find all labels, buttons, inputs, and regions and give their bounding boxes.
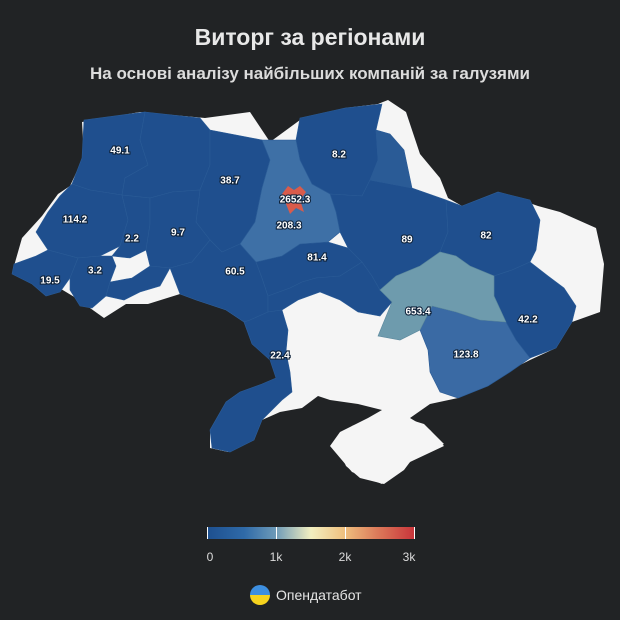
region-value-luhansk: 42.2 bbox=[518, 315, 538, 326]
color-scale-bar bbox=[207, 527, 415, 539]
region-value-zakarpattia: 19.5 bbox=[40, 276, 60, 287]
region-value-zaporizhzhia: 123.8 bbox=[453, 350, 478, 361]
region-crimea bbox=[338, 416, 444, 484]
region-value-odesa: 22.4 bbox=[270, 351, 290, 362]
color-scale-legend: 0 1k 2k 3k bbox=[207, 527, 415, 564]
brand: Опендатабот bbox=[250, 585, 362, 605]
region-value-khmelnytskyi: 9.7 bbox=[171, 228, 185, 239]
region-dnipropetrovsk bbox=[377, 251, 507, 341]
region-kyiv-city bbox=[282, 186, 306, 214]
legend-tick bbox=[276, 527, 277, 539]
region-chernivtsi bbox=[105, 265, 171, 301]
region-value-dnipropetrovsk: 653.4 bbox=[405, 307, 430, 318]
region-value-labels: 49.1 38.7 8.2 2652.3 208.3 114.2 2.2 9.7 89 82 19.… bbox=[39, 145, 539, 363]
region-value-vinnytsia: 60.5 bbox=[225, 267, 245, 278]
legend-tick bbox=[207, 527, 208, 539]
map-subtitle: На основі аналізу найбільших компаній за… bbox=[89, 64, 531, 83]
region-value-kyiv-city: 2652.3 bbox=[280, 195, 311, 206]
region-value-ternopil: 2.2 bbox=[125, 234, 139, 245]
region-sumy-east bbox=[369, 129, 413, 189]
map-title: Виторг за регіонами bbox=[194, 24, 426, 50]
region-value-volyn: 49.1 bbox=[110, 146, 130, 157]
legend-label-0: 0 bbox=[206, 550, 214, 564]
low-value-regions bbox=[11, 103, 577, 453]
region-value-chernihiv: 8.2 bbox=[332, 150, 346, 161]
brand-name: Опендатабот bbox=[276, 587, 362, 603]
region-value-poltava: 89 bbox=[401, 235, 413, 246]
ukraine-flag-circle-icon bbox=[250, 585, 270, 605]
region-value-ivano-frankivsk: 3.2 bbox=[88, 266, 102, 277]
legend-tick bbox=[345, 527, 346, 539]
legend-tick bbox=[414, 527, 415, 539]
legend-label-1k: 1k bbox=[269, 550, 283, 564]
region-value-kyiv-oblast: 208.3 bbox=[276, 221, 301, 232]
region-value-lviv: 114.2 bbox=[63, 215, 88, 226]
region-value-rivne: 38.7 bbox=[220, 176, 240, 187]
legend-label-2k: 2k bbox=[338, 550, 352, 564]
region-zakarpattia bbox=[11, 249, 79, 297]
legend-label-3k: 3k bbox=[402, 550, 416, 564]
region-value-cherkasy: 81.4 bbox=[307, 253, 327, 264]
region-value-kharkiv: 82 bbox=[480, 231, 492, 242]
region-odesa bbox=[209, 309, 293, 453]
